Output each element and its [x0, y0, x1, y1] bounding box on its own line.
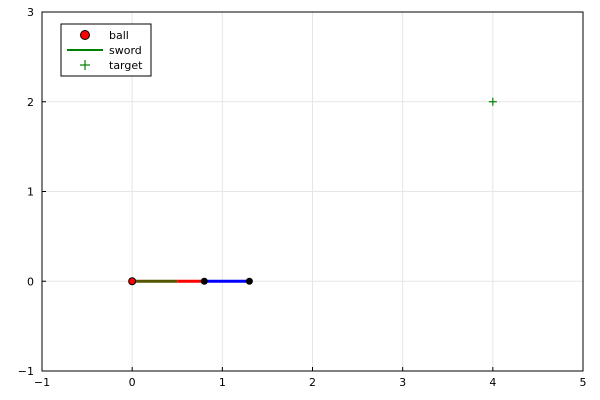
- x-tick-label: 0: [129, 376, 136, 389]
- x-tick-label: 5: [580, 376, 587, 389]
- y-tick-label: 0: [27, 275, 34, 288]
- y-tick-label: 3: [27, 6, 34, 19]
- x-tick-label: 2: [309, 376, 316, 389]
- x-tick-label: 3: [399, 376, 406, 389]
- legend: ball sword target: [60, 23, 152, 77]
- y-tick-label: 1: [27, 186, 34, 199]
- target-point: [488, 97, 497, 106]
- sword-joint-point: [245, 277, 253, 285]
- y-tick-label: −1: [18, 365, 34, 378]
- data-layer: [128, 97, 497, 286]
- ball-point: [128, 277, 137, 286]
- axis-ticks: −1 0 1 2 3 4 5 −1 0 1 2 3: [18, 6, 587, 389]
- legend-label: ball: [109, 29, 129, 42]
- y-tick-label: 2: [27, 96, 34, 109]
- x-tick-label: 4: [489, 376, 496, 389]
- legend-ball-marker: [80, 30, 90, 40]
- legend-label: sword: [109, 44, 142, 57]
- x-tick-label: 1: [219, 376, 226, 389]
- x-tick-label: −1: [34, 376, 50, 389]
- legend-label: target: [109, 59, 143, 72]
- sword-joint-point: [200, 277, 208, 285]
